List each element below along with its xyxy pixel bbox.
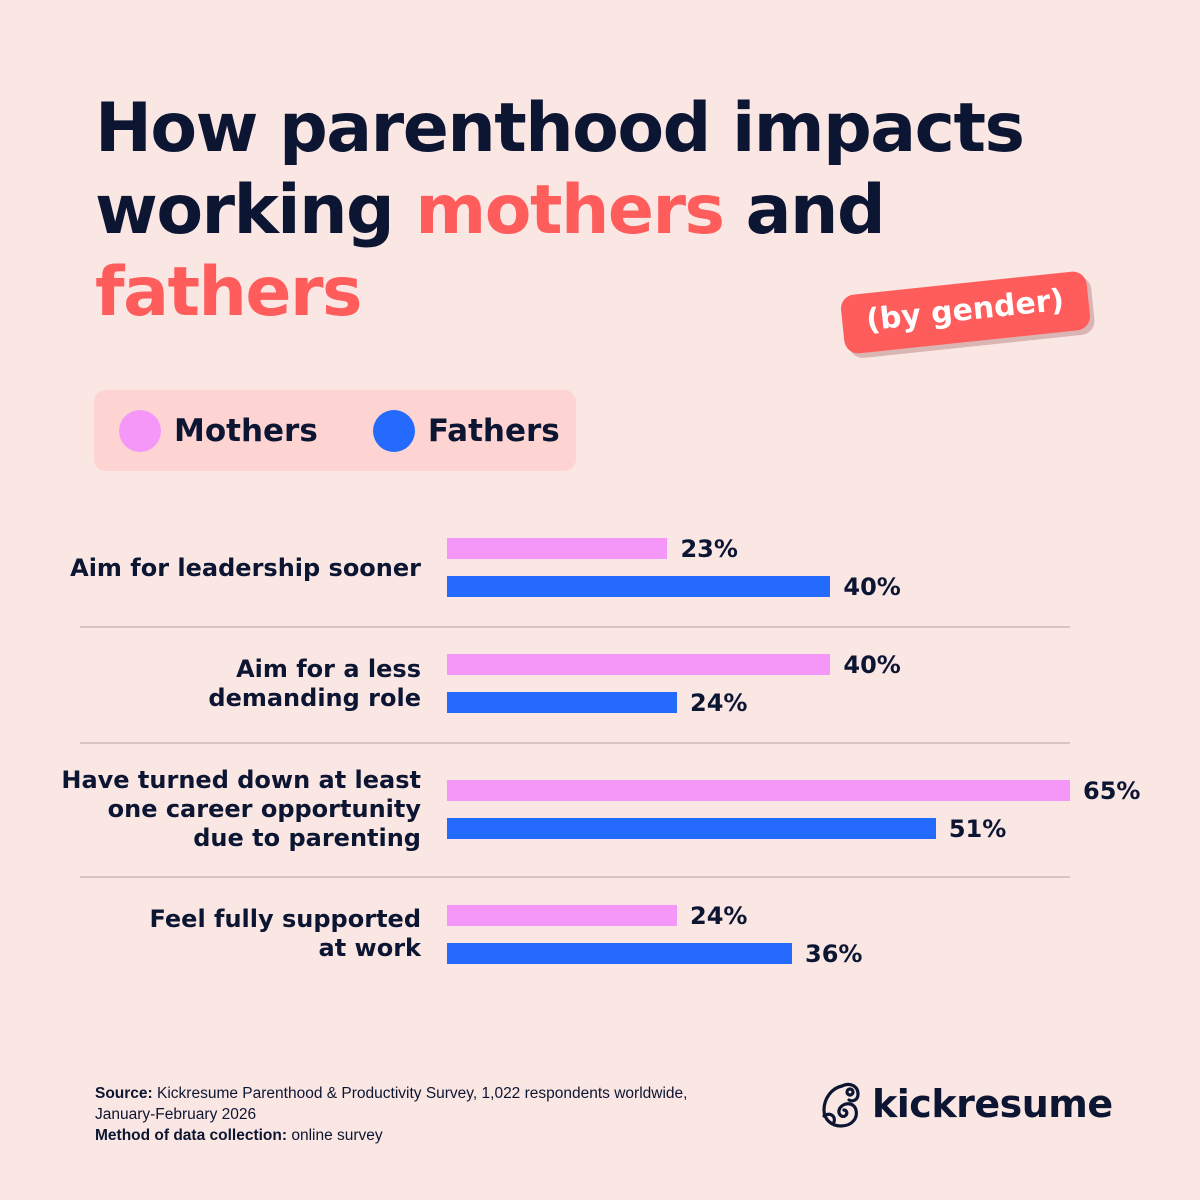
legend-mothers: Mothers: [119, 409, 318, 452]
data-label-fathers: 51%: [948, 815, 1007, 843]
method-text: online survey: [287, 1127, 383, 1144]
mothers-swatch: [119, 409, 161, 452]
category-label-line: one career opportunity: [107, 794, 421, 823]
category-label-line: Feel fully supported: [149, 905, 421, 933]
method-label: Method of data collection:: [95, 1127, 288, 1144]
chart-title: How parenthood impacts working mothers a…: [95, 88, 1095, 334]
chameleon-icon: [822, 1082, 860, 1128]
logo-text: kickresume: [872, 1082, 1113, 1126]
group-divider: [80, 876, 1070, 878]
data-label-fathers: 36%: [805, 940, 863, 968]
title-line-2-suffix: and: [723, 171, 886, 250]
data-label-mothers: 65%: [1083, 777, 1141, 805]
footer-notes: Source: Kickresume Parenthood & Producti…: [95, 1083, 687, 1146]
data-label-fathers: 24%: [690, 689, 748, 717]
bar-fathers: [447, 692, 678, 713]
category-label-line: Aim for a less: [236, 655, 421, 683]
bar-fathers: [447, 943, 793, 964]
title-fathers: fathers: [95, 253, 363, 332]
bar-mothers: [447, 780, 1070, 801]
source-label: Source:: [95, 1085, 153, 1102]
category-label-line: demanding role: [208, 684, 421, 712]
category-label: Aim for leadership sooner: [61, 554, 421, 583]
title-line-2-prefix: working: [95, 171, 416, 250]
bar-mothers: [447, 654, 831, 675]
title-mothers: mothers: [415, 171, 725, 250]
source-text-2: January-February 2026: [95, 1106, 257, 1123]
category-label-line: due to parenting: [193, 823, 421, 852]
bar-mothers: [447, 538, 668, 559]
legend: Mothers Fathers: [94, 390, 576, 471]
source-text: Kickresume Parenthood & Productivity Sur…: [152, 1085, 688, 1102]
title-line-1: How parenthood impacts: [95, 89, 1025, 168]
data-label-fathers: 40%: [843, 573, 901, 601]
legend-mothers-label: Mothers: [174, 412, 318, 449]
legend-fathers: Fathers: [372, 409, 560, 452]
data-label-mothers: 23%: [680, 535, 738, 563]
bar-fathers: [447, 576, 831, 597]
category-label: Feel fully supported at work: [61, 905, 421, 963]
category-label-line: Aim for leadership sooner: [70, 553, 421, 582]
data-label-mothers: 24%: [690, 902, 748, 930]
group-divider: [80, 626, 1070, 628]
data-label-mothers: 40%: [843, 651, 901, 679]
group-divider: [80, 742, 1070, 744]
category-label: Aim for a less demanding role: [61, 655, 421, 713]
category-label: Have turned down at least one career oppo…: [61, 766, 421, 853]
bar-fathers: [447, 818, 936, 839]
category-label-line: Have turned down at least: [61, 765, 421, 794]
bar-mothers: [447, 905, 678, 926]
category-label-line: at work: [318, 934, 421, 962]
legend-fathers-label: Fathers: [427, 412, 560, 449]
kickresume-logo: kickresume: [820, 1080, 1113, 1128]
fathers-swatch: [372, 409, 415, 452]
